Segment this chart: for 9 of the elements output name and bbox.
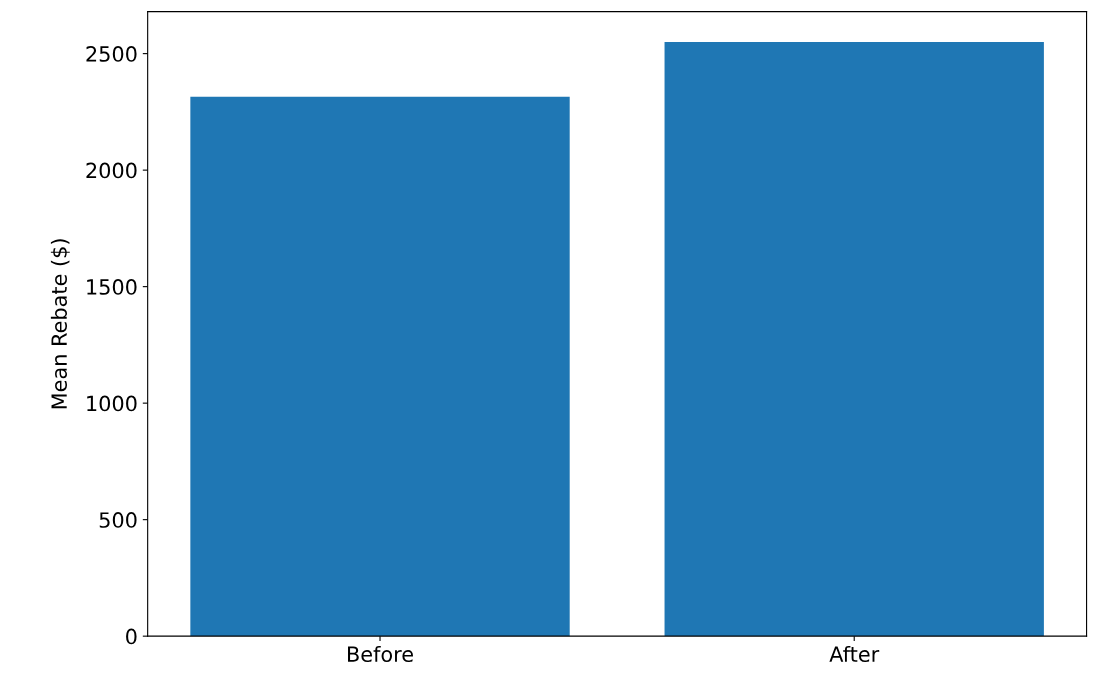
- y-tick-label: 1500: [87, 279, 137, 295]
- y-tick-label: 0: [126, 628, 137, 645]
- x-tick-label: After: [829, 645, 880, 663]
- y-tick-label: 1000: [87, 395, 137, 412]
- x-tick-label: Before: [348, 645, 413, 663]
- y-tick-label: 2500: [86, 46, 137, 62]
- y-tick-label: 2000: [86, 162, 137, 179]
- y-tick-label: 500: [99, 512, 137, 528]
- y-axis-title: Mean Rebate ($): [50, 239, 70, 409]
